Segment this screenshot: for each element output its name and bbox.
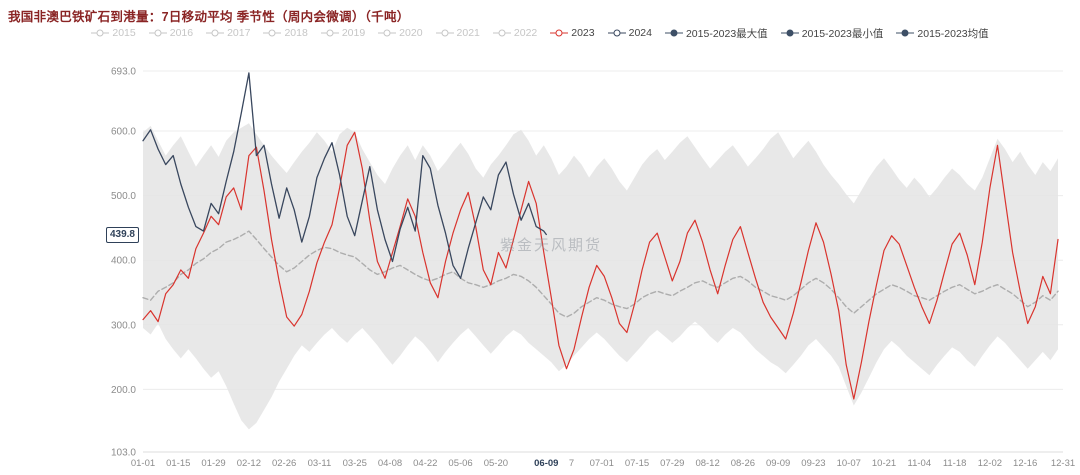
legend-marker-icon [320,29,339,37]
legend-marker-icon [664,29,683,37]
x-tick-label: 11-18 [943,458,967,469]
x-axis-labels: 01-01 01-15 01-29 02-12 02-26 03-11 03-25 04-08… [131,458,1075,469]
x-tick-label: 02-12 [237,458,261,469]
x-tick-label: 12-16 [1013,458,1037,469]
legend-item-label: 2024 [628,27,652,39]
legend-item-2023[interactable]: 2023 [550,27,595,39]
legend-marker-icon [435,29,454,37]
legend-item-label: 2015-2023最大值 [685,27,768,40]
legend-item-2020[interactable]: 2020 [378,27,423,39]
legend-item-label: 2019 [341,27,366,39]
legend-item-label: 2015-2023均值 [917,27,989,40]
y-tick-label: 500.0 [111,191,136,202]
x-tick-label: 03-11 [308,458,332,469]
legend-marker-icon [148,29,167,37]
x-tick-label: 01-29 [201,458,225,469]
legend-item-2021[interactable]: 2021 [435,27,480,39]
y-tick-label: 693.0 [111,67,136,78]
legend-item-2016[interactable]: 2016 [148,27,194,39]
y-tick-label: 300.0 [111,320,136,331]
legend-item-label: 2018 [284,27,308,39]
legend-item-label: 2021 [456,27,480,39]
y-axis-labels: 103.0 200.0 300.0 400.0 500.0 600.0 693.0 [111,67,136,459]
y-tick-label: 400.0 [111,256,136,267]
x-tick-label: 10-07 [837,458,861,469]
x-tick-label: 03-25 [343,458,367,469]
series-2015-2023均值-line [142,230,1059,318]
range-band-area [143,123,1058,430]
legend-item-2017[interactable]: 2017 [206,27,250,39]
legend-marker-icon [378,29,397,37]
legend-item-2015-2023[interactable]: 2015-2023均值 [896,26,989,41]
x-tick-label: 10-21 [872,458,896,469]
x-tick-label: 08-26 [731,458,755,469]
x-tick-label: 01-15 [166,458,190,469]
legend-item-label: 2015 [112,27,136,39]
legend-item-2024[interactable]: 2024 [607,27,652,39]
legend-marker-icon [896,29,915,37]
legend-item-label: 2023 [571,27,595,39]
legend-marker-icon [492,29,511,37]
x-tick-label: 11-04 [908,458,932,469]
legend-item-label: 2016 [169,27,194,39]
series-2023-line [142,131,1059,400]
legend-item-2015[interactable]: 2015 [91,27,136,39]
legend-marker-icon [607,29,626,37]
x-tick-label: 02-26 [272,458,296,469]
legend-item-label: 2022 [513,27,538,39]
x-tick-label: 12-31 [1051,458,1075,469]
legend-item-2015-2023[interactable]: 2015-2023最小值 [780,26,884,41]
x-tick-label: 09-09 [766,458,790,469]
legend-item-label: 2015-2023最小值 [801,27,884,40]
legend-item-2018[interactable]: 2018 [263,27,308,39]
legend-item-label: 2020 [399,27,423,39]
chart-title: 我国非澳巴铁矿石到港量：7日移动平均 季节性（周内会微调）（千吨） [8,10,410,24]
x-tick-label: 07-15 [625,458,649,469]
legend-marker-icon [780,29,799,37]
legend-marker-icon [91,29,110,37]
series-2024-line [142,72,547,279]
legend-marker-icon [263,29,282,37]
current-value-label: 439.8 [105,226,139,243]
x-tick-label: 04-22 [413,458,437,469]
y-tick-label: 103.0 [111,448,136,459]
legend-item-2022[interactable]: 2022 [492,27,538,39]
legend-item-label: 2017 [227,27,251,39]
legend: 2015 2016 2017 2018 2019 2020 2021 2022 2023 2024… [0,25,1080,41]
x-tick-label: 06-09 [534,458,558,469]
x-tick-label: 12-02 [978,458,1002,469]
y-tick-label: 600.0 [111,127,136,138]
x-tick-label: 01-01 [131,458,155,469]
legend-marker-icon [206,29,225,37]
x-tick-label: 07-29 [660,458,684,469]
x-tick-label: 04-08 [378,458,402,469]
y-tick-label: 200.0 [111,385,136,396]
legend-item-2019[interactable]: 2019 [320,27,366,39]
x-tick-label: 05-06 [448,458,472,469]
legend-item-2015-2023[interactable]: 2015-2023最大值 [664,26,768,41]
x-tick-label: 08-12 [695,458,719,469]
x-tick-label: 05-20 [484,458,508,469]
legend-marker-icon [550,29,569,37]
x-tick-label: 7 [569,458,574,469]
x-tick-label: 07-01 [590,458,614,469]
x-tick-label: 09-23 [801,458,825,469]
